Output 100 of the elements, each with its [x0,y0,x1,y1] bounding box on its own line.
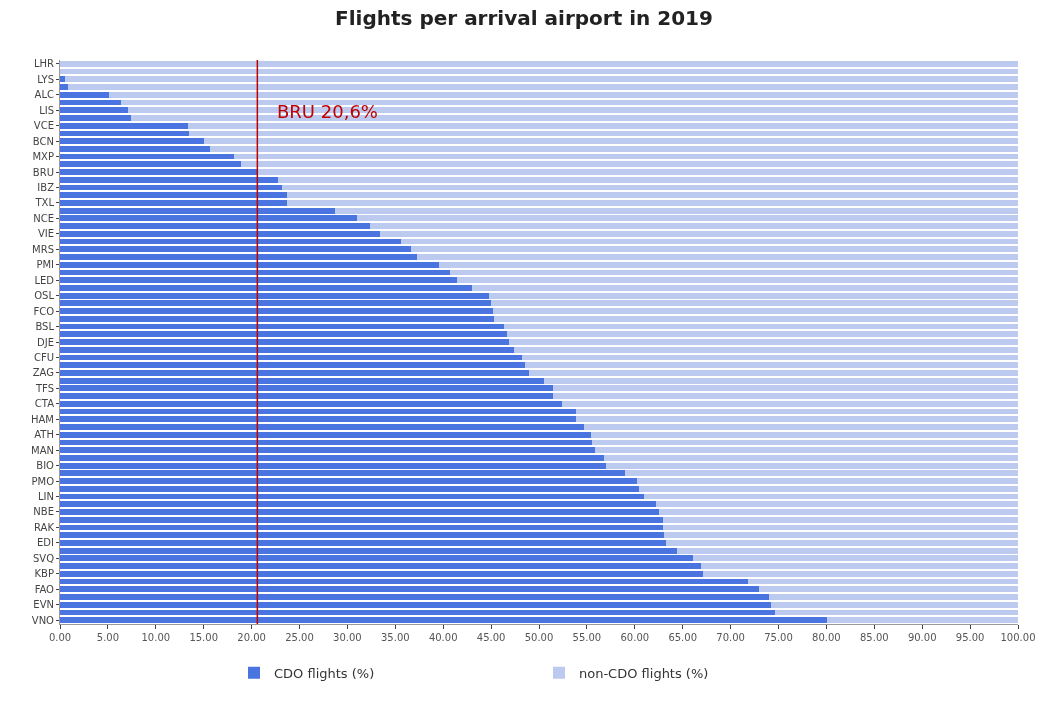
x-tick-label: 10.00 [141,632,171,643]
bar [60,122,189,129]
y-tick-label: PMI [36,259,54,271]
x-tick-label: 45.00 [476,632,506,643]
bar [67,84,1018,90]
bar [493,315,1018,322]
bar [60,192,288,199]
y-tick-label: TXL [34,197,55,209]
bar [60,516,663,523]
y-tick-label: EVN [33,599,54,611]
y-tick-label: BSL [35,321,55,333]
bar [509,339,1018,345]
bar [60,346,515,353]
bar [379,230,1018,237]
x-tick-label: 100.00 [1000,632,1036,643]
x-tick-label: 80.00 [812,632,841,643]
bar [60,532,664,539]
bar [60,501,656,508]
bar [203,138,1018,145]
x-tick-label: 75.00 [764,632,793,643]
x-tick-label: 5.00 [96,632,120,643]
bar [60,447,595,454]
bar [702,570,1018,577]
bar [60,416,577,423]
bar [507,331,1018,338]
y-tick-label: LHR [33,58,55,70]
bar [60,115,131,121]
bar [60,107,129,114]
bar [60,339,510,345]
bar [827,617,1018,624]
x-tick-label: 25.00 [285,632,314,643]
bar [188,122,1018,129]
y-tick-label: MAN [31,444,54,456]
y-tick-label: EDI [37,537,54,549]
bar [60,246,411,253]
y-tick-label: SVQ [32,552,55,564]
y-tick-label: BCN [32,135,54,147]
x-tick-label: 65.00 [668,632,698,643]
bar [60,485,639,492]
bar [60,563,701,569]
bar [60,261,440,268]
bar [60,200,288,206]
bar [60,601,771,608]
bar [108,91,1018,98]
bar [553,393,1018,399]
y-tick-label: NBE [33,506,54,518]
bar [60,478,637,484]
bar [210,145,1018,152]
bar [658,509,1018,515]
y-tick-label: IBZ [37,181,55,193]
bar [60,594,769,600]
bar [662,516,1018,523]
y-tick-label: FCO [33,305,55,317]
bar [60,277,457,284]
bar [278,176,1018,183]
y-tick-label: VCE [33,120,54,132]
bar [287,200,1018,206]
bar [60,424,585,430]
bar [638,485,1018,492]
bar [60,76,65,83]
y-tick-label: BRU [32,166,54,178]
bar [60,254,418,260]
y-tick-label: LIS [39,104,54,116]
y-tick-label: RAK [34,521,55,533]
bar [456,277,1018,284]
bar [60,84,68,90]
bar [770,601,1018,608]
bar [60,331,508,338]
y-tick-label: MXP [32,151,54,163]
bar [60,509,659,515]
x-tick-label: 90.00 [907,632,937,643]
bar [60,539,667,546]
y-tick-label: VNO [31,614,55,626]
bar [60,370,530,376]
y-tick-label: TFS [34,382,54,394]
y-tick-label: HAM [31,413,54,425]
bar [64,76,1018,83]
bar [655,501,1018,508]
y-tick-label: DJE [37,336,54,348]
ref-line-label: BRU 20,6% [277,101,378,122]
x-tick-label: 55.00 [572,632,602,643]
legend-label: CDO flights (%) [274,665,375,681]
bar [60,176,279,183]
bar [768,594,1018,600]
bar [524,362,1018,369]
x-tick-label: 50.00 [524,632,554,643]
bar [594,447,1018,454]
x-tick-label: 0.00 [48,632,72,643]
bar [257,169,1018,175]
bar [604,454,1018,461]
y-tick-label: LIN [37,491,54,503]
bar [60,431,591,438]
y-tick-label: BIO [36,460,55,472]
bar [60,161,242,168]
bar [439,261,1018,268]
bar [60,454,605,461]
bar [636,478,1018,484]
bar [60,145,211,152]
y-tick-label: ALC [34,89,55,101]
bar [60,362,525,369]
